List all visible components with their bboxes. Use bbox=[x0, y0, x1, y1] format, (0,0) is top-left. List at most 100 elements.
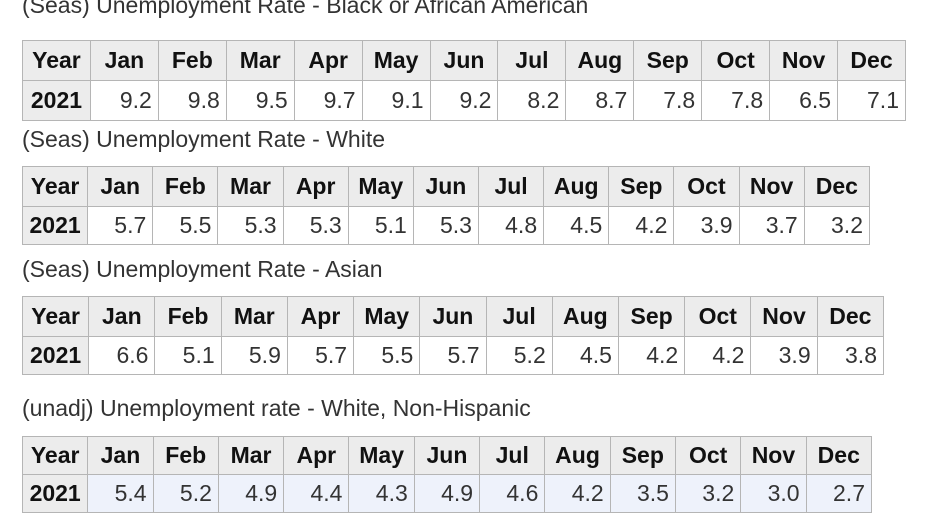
cell-jan: 6.6 bbox=[88, 336, 156, 375]
header-row: Year Jan Feb Mar Apr May Jun Jul Aug Sep Oct Nov Dec bbox=[21, 436, 873, 475]
cell-apr: 5.3 bbox=[282, 206, 349, 245]
column-header-mar: Mar bbox=[217, 166, 284, 207]
column-header-jul: Jul bbox=[479, 436, 546, 475]
cell-dec: 2.7 bbox=[805, 474, 873, 513]
cell-sep: 7.8 bbox=[633, 80, 703, 121]
column-header-jul: Jul bbox=[485, 296, 553, 337]
column-header-aug: Aug bbox=[543, 166, 610, 207]
cell-feb: 5.5 bbox=[152, 206, 219, 245]
header-row: Year Jan Feb Mar Apr May Jun Jul Aug Sep Oct Nov Dec bbox=[22, 40, 906, 81]
column-header-jun: Jun bbox=[429, 40, 499, 81]
table-title: (unadj) Unemployment rate - White, Non-H… bbox=[22, 395, 531, 421]
cell-oct: 3.9 bbox=[673, 206, 740, 245]
column-header-nov: Nov bbox=[738, 166, 805, 207]
column-header-year: Year bbox=[21, 296, 90, 337]
column-header-jan: Jan bbox=[87, 166, 154, 207]
column-header-jan: Jan bbox=[87, 436, 154, 475]
data-table: Year Jan Feb Mar Apr May Jun Jul Aug Sep Oct Nov Dec… bbox=[21, 296, 885, 375]
column-header-oct: Oct bbox=[684, 296, 752, 337]
table-row: 2021 5.7 5.5 5.3 5.3 5.1 5.3 4.8 4.5 4.2 3.9 3.7 3.2 bbox=[21, 206, 871, 245]
cell-jun: 5.3 bbox=[412, 206, 479, 245]
row-year: 2021 bbox=[22, 80, 91, 121]
column-header-apr: Apr bbox=[283, 436, 350, 475]
column-header-jun: Jun bbox=[419, 296, 487, 337]
cell-nov: 6.5 bbox=[769, 80, 839, 121]
column-header-feb: Feb bbox=[152, 436, 219, 475]
cell-feb: 5.2 bbox=[152, 474, 219, 513]
column-header-feb: Feb bbox=[157, 40, 227, 81]
table-title: (Seas) Unemployment Rate - Asian bbox=[22, 256, 383, 282]
row-year: 2021 bbox=[21, 336, 90, 375]
column-header-jan: Jan bbox=[89, 40, 159, 81]
header-row: Year Jan Feb Mar Apr May Jun Jul Aug Sep Oct Nov Dec bbox=[21, 166, 871, 207]
column-header-dec: Dec bbox=[805, 436, 873, 475]
data-table: Year Jan Feb Mar Apr May Jun Jul Aug Sep Oct Nov Dec… bbox=[21, 166, 871, 245]
column-header-may: May bbox=[347, 166, 414, 207]
row-year: 2021 bbox=[21, 206, 89, 245]
cell-sep: 3.5 bbox=[609, 474, 676, 513]
cell-nov: 3.9 bbox=[750, 336, 818, 375]
cell-aug: 4.2 bbox=[544, 474, 611, 513]
column-header-may: May bbox=[348, 436, 415, 475]
column-header-aug: Aug bbox=[565, 40, 635, 81]
table-row: 2021 9.2 9.8 9.5 9.7 9.1 9.2 8.2 8.7 7.8 7.8 6.5 7.1 bbox=[22, 80, 906, 121]
column-header-oct: Oct bbox=[673, 166, 740, 207]
cell-aug: 8.7 bbox=[565, 80, 635, 121]
cell-jun: 5.7 bbox=[419, 336, 487, 375]
table-title: (Seas) Unemployment Rate - Black or Afri… bbox=[22, 0, 589, 18]
cell-may: 4.3 bbox=[348, 474, 415, 513]
column-header-oct: Oct bbox=[701, 40, 771, 81]
cell-dec: 3.8 bbox=[816, 336, 885, 375]
table-row: 2021 6.6 5.1 5.9 5.7 5.5 5.7 5.2 4.5 4.2 4.2 3.9 3.8 bbox=[21, 336, 885, 375]
cell-mar: 9.5 bbox=[225, 80, 295, 121]
column-header-year: Year bbox=[21, 436, 89, 475]
column-header-sep: Sep bbox=[617, 296, 686, 337]
column-header-nov: Nov bbox=[740, 436, 807, 475]
cell-dec: 7.1 bbox=[837, 80, 906, 121]
cell-mar: 4.9 bbox=[217, 474, 285, 513]
cell-oct: 7.8 bbox=[701, 80, 771, 121]
cell-jul: 8.2 bbox=[497, 80, 567, 121]
header-row: Year Jan Feb Mar Apr May Jun Jul Aug Sep Oct Nov Dec bbox=[21, 296, 885, 337]
cell-feb: 5.1 bbox=[154, 336, 222, 375]
cell-nov: 3.7 bbox=[738, 206, 805, 245]
column-header-jul: Jul bbox=[497, 40, 567, 81]
table-row: 2021 5.4 5.2 4.9 4.4 4.3 4.9 4.6 4.2 3.5 3.2 3.0 2.7 bbox=[21, 474, 873, 513]
column-header-apr: Apr bbox=[282, 166, 349, 207]
column-header-may: May bbox=[361, 40, 431, 81]
column-header-dec: Dec bbox=[816, 296, 885, 337]
column-header-sep: Sep bbox=[609, 436, 676, 475]
cell-mar: 5.3 bbox=[217, 206, 284, 245]
column-header-aug: Aug bbox=[551, 296, 619, 337]
cell-mar: 5.9 bbox=[220, 336, 288, 375]
column-header-nov: Nov bbox=[769, 40, 839, 81]
column-header-nov: Nov bbox=[750, 296, 818, 337]
column-header-oct: Oct bbox=[674, 436, 742, 475]
cell-jan: 9.2 bbox=[89, 80, 159, 121]
table-title: (Seas) Unemployment Rate - White bbox=[22, 126, 386, 152]
cell-may: 5.1 bbox=[347, 206, 414, 245]
column-header-feb: Feb bbox=[154, 296, 222, 337]
data-table: Year Jan Feb Mar Apr May Jun Jul Aug Sep Oct Nov Dec… bbox=[21, 436, 873, 513]
cell-oct: 4.2 bbox=[684, 336, 752, 375]
column-header-sep: Sep bbox=[608, 166, 675, 207]
column-header-may: May bbox=[353, 296, 421, 337]
column-header-feb: Feb bbox=[152, 166, 219, 207]
cell-aug: 4.5 bbox=[543, 206, 610, 245]
cell-aug: 4.5 bbox=[551, 336, 619, 375]
cell-sep: 4.2 bbox=[617, 336, 686, 375]
cell-jun: 9.2 bbox=[429, 80, 499, 121]
cell-sep: 4.2 bbox=[608, 206, 675, 245]
column-header-sep: Sep bbox=[633, 40, 703, 81]
column-header-jun: Jun bbox=[412, 166, 479, 207]
column-header-mar: Mar bbox=[220, 296, 288, 337]
cell-jun: 4.9 bbox=[413, 474, 481, 513]
row-year: 2021 bbox=[21, 474, 89, 513]
cell-jul: 5.2 bbox=[485, 336, 553, 375]
cell-nov: 3.0 bbox=[740, 474, 807, 513]
cell-jan: 5.7 bbox=[87, 206, 154, 245]
cell-feb: 9.8 bbox=[157, 80, 227, 121]
column-header-mar: Mar bbox=[225, 40, 295, 81]
column-header-apr: Apr bbox=[293, 40, 363, 81]
cell-apr: 9.7 bbox=[293, 80, 363, 121]
